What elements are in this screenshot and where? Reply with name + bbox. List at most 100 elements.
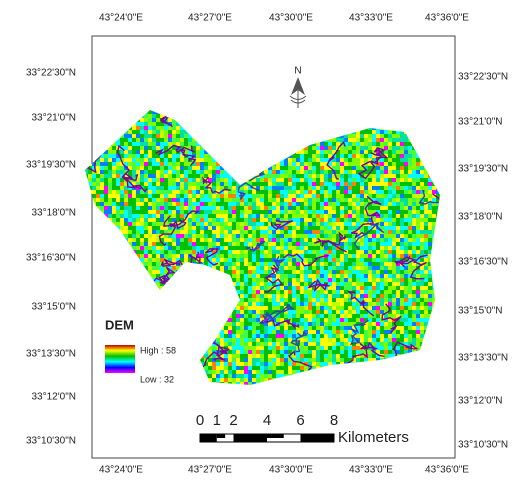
dem-cell: [116, 226, 120, 230]
dem-cell: [180, 162, 184, 166]
dem-cell: [308, 330, 312, 334]
dem-cell: [352, 130, 356, 134]
dem-cell: [288, 198, 292, 202]
dem-cell: [112, 174, 116, 178]
dem-cell: [184, 126, 188, 130]
dem-cell: [288, 230, 292, 234]
dem-cell: [92, 334, 96, 338]
dem-cell: [112, 306, 116, 310]
dem-cell: [128, 230, 132, 234]
dem-cell: [176, 278, 180, 282]
dem-cell: [184, 334, 188, 338]
dem-cell: [276, 230, 280, 234]
dem-cell: [92, 126, 96, 130]
dem-cell: [196, 306, 200, 310]
dem-cell: [308, 222, 312, 226]
dem-cell: [104, 130, 108, 134]
dem-cell: [336, 382, 340, 386]
dem-cell: [360, 262, 364, 266]
dem-cell: [160, 198, 164, 202]
dem-cell: [304, 386, 308, 390]
dem-cell: [104, 298, 108, 302]
dem-cell: [100, 230, 104, 234]
dem-cell: [232, 242, 236, 246]
dem-cell: [316, 366, 320, 370]
dem-cell: [168, 330, 172, 334]
dem-cell: [288, 374, 292, 378]
dem-cell: [244, 122, 248, 126]
dem-cell: [148, 118, 152, 122]
dem-cell: [332, 294, 336, 298]
dem-cell: [248, 190, 252, 194]
dem-cell: [172, 246, 176, 250]
dem-cell: [172, 234, 176, 238]
dem-cell: [92, 326, 96, 330]
dem-cell: [200, 370, 204, 374]
dem-cell: [224, 306, 228, 310]
dem-cell: [272, 274, 276, 278]
dem-cell: [348, 350, 352, 354]
dem-cell: [100, 194, 104, 198]
dem-cell: [288, 202, 292, 206]
dem-cell: [200, 146, 204, 150]
dem-cell: [312, 218, 316, 222]
dem-cell: [324, 170, 328, 174]
dem-cell: [196, 218, 200, 222]
dem-cell: [100, 122, 104, 126]
dem-cell: [332, 106, 336, 110]
dem-cell: [272, 234, 276, 238]
dem-cell: [240, 130, 244, 134]
dem-cell: [280, 378, 284, 382]
dem-cell: [128, 190, 132, 194]
dem-cell: [140, 142, 144, 146]
dem-cell: [100, 362, 104, 366]
dem-cell: [332, 142, 336, 146]
dem-cell: [344, 334, 348, 338]
dem-cell: [156, 174, 160, 178]
dem-cell: [292, 222, 296, 226]
dem-cell: [88, 306, 92, 310]
dem-cell: [340, 126, 344, 130]
dem-cell: [292, 214, 296, 218]
dem-cell: [156, 302, 160, 306]
dem-cell: [320, 142, 324, 146]
dem-cell: [100, 326, 104, 330]
dem-cell: [348, 214, 352, 218]
dem-cell: [88, 214, 92, 218]
dem-cell: [188, 374, 192, 378]
dem-cell: [268, 150, 272, 154]
dem-cell: [112, 166, 116, 170]
dem-cell: [144, 122, 148, 126]
dem-cell: [288, 174, 292, 178]
dem-cell: [240, 114, 244, 118]
dem-cell: [100, 134, 104, 138]
dem-cell: [288, 182, 292, 186]
dem-cell: [276, 290, 280, 294]
dem-cell: [128, 118, 132, 122]
dem-cell: [156, 122, 160, 126]
dem-cell: [240, 246, 244, 250]
dem-cell: [332, 274, 336, 278]
dem-cell: [120, 202, 124, 206]
dem-cell: [128, 226, 132, 230]
dem-cell: [260, 114, 264, 118]
dem-cell: [288, 214, 292, 218]
dem-cell: [240, 210, 244, 214]
dem-cell: [336, 218, 340, 222]
dem-cell: [100, 286, 104, 290]
dem-cell: [200, 130, 204, 134]
dem-cell: [92, 186, 96, 190]
dem-cell: [108, 254, 112, 258]
dem-cell: [280, 366, 284, 370]
dem-cell: [304, 146, 308, 150]
dem-cell: [148, 330, 152, 334]
dem-cell: [320, 186, 324, 190]
dem-cell: [292, 334, 296, 338]
dem-cell: [196, 122, 200, 126]
dem-cell: [344, 242, 348, 246]
dem-cell: [204, 138, 208, 142]
dem-cell: [236, 262, 240, 266]
dem-cell: [232, 166, 236, 170]
dem-cell: [96, 182, 100, 186]
dem-cell: [324, 158, 328, 162]
